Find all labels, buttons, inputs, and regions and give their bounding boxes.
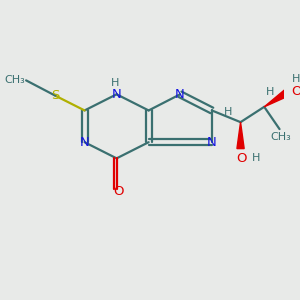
Text: N: N [175,88,185,101]
Text: H: H [292,74,300,84]
Text: H: H [111,78,119,88]
Text: O: O [237,152,247,165]
Text: H: H [266,86,274,97]
Text: CH₃: CH₃ [271,133,291,142]
Text: N: N [207,136,217,149]
Text: S: S [51,89,59,102]
Polygon shape [237,122,244,148]
Text: N: N [112,88,122,101]
Text: O: O [113,185,123,198]
Polygon shape [264,90,288,107]
Text: H: H [224,107,232,117]
Text: O: O [291,85,300,98]
Text: CH₃: CH₃ [4,75,25,85]
Text: N: N [80,136,89,149]
Text: H: H [252,153,260,164]
